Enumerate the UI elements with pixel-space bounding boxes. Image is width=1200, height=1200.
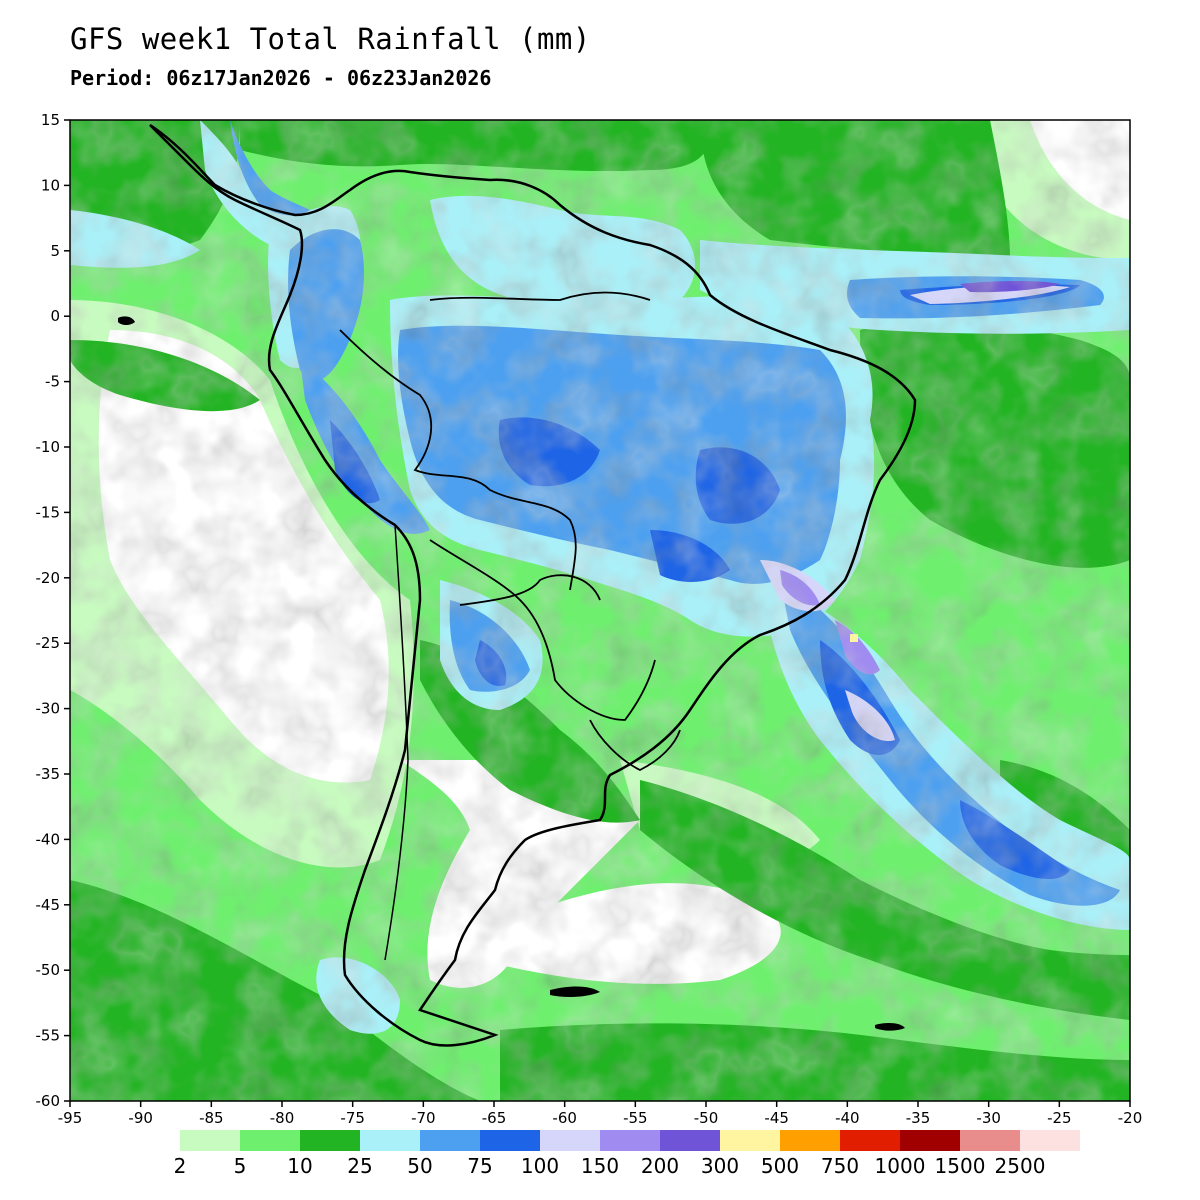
- lon-tick-label: -55: [623, 1109, 648, 1127]
- lat-tick-label: -35: [36, 765, 61, 783]
- colorbar-swatch: [660, 1130, 720, 1151]
- colorbar-swatch: [780, 1130, 840, 1151]
- lat-tick-label: -5: [45, 373, 60, 391]
- lon-tick-label: -60: [552, 1109, 577, 1127]
- colorbar-label: 10: [287, 1154, 312, 1178]
- lat-tick-label: 5: [50, 242, 60, 260]
- lon-tick-label: -95: [58, 1109, 83, 1127]
- colorbar-swatch: [960, 1130, 1020, 1151]
- colorbar-label: 1500: [935, 1154, 986, 1178]
- colorbar-swatch: [840, 1130, 900, 1151]
- lat-tick-label: -20: [36, 569, 61, 587]
- longitude-axis: -95 -90 -85 -80 -75 -70 -65 -60 -55 -50 -45 -40 -35 -…: [58, 1101, 1143, 1127]
- lon-tick-label: -80: [270, 1109, 295, 1127]
- colorbar-swatch: [360, 1130, 420, 1151]
- colorbar-swatch: [540, 1130, 600, 1151]
- lat-tick-label: -50: [36, 961, 61, 979]
- lon-tick-label: -30: [976, 1109, 1001, 1127]
- lon-tick-label: -75: [340, 1109, 365, 1127]
- colorbar-label: 200: [641, 1154, 679, 1178]
- colorbar-swatch: [1020, 1130, 1080, 1151]
- colorbar-swatch: [300, 1130, 360, 1151]
- lon-tick-label: -20: [1118, 1109, 1143, 1127]
- lat-tick-label: -10: [36, 438, 61, 456]
- colorbar-swatch: [480, 1130, 540, 1151]
- colorbar-label: 100: [521, 1154, 559, 1178]
- lon-tick-label: -35: [906, 1109, 931, 1127]
- map-title: GFS week1 Total Rainfall (mm): [70, 22, 591, 56]
- lat-tick-label: 0: [50, 307, 60, 325]
- lat-tick-label: -60: [36, 1092, 61, 1110]
- lat-tick-label: -55: [36, 1027, 61, 1045]
- colorbar-label: 2: [174, 1154, 187, 1178]
- map-period: Period: 06z17Jan2026 - 06z23Jan2026: [70, 66, 492, 90]
- colorbar-swatch: [240, 1130, 300, 1151]
- lat-tick-label: -25: [36, 634, 61, 652]
- colorbar-label: 1000: [875, 1154, 926, 1178]
- colorbar-swatch: [420, 1130, 480, 1151]
- colorbar-swatch: [180, 1130, 240, 1151]
- colorbar-label: 2500: [995, 1154, 1046, 1178]
- colorbar-label: 150: [581, 1154, 619, 1178]
- colorbar-label: 500: [761, 1154, 799, 1178]
- latitude-axis: 15 10 5 0 -5 -10 -15 -20 -25 -30 -35 -40 -45 -50 -55 -6…: [36, 111, 70, 1110]
- rainfall-field: [70, 120, 1130, 1101]
- lon-tick-label: -25: [1047, 1109, 1072, 1127]
- colorbar-swatch: [900, 1130, 960, 1151]
- map-frame: [69, 119, 1131, 1102]
- lon-tick-label: -40: [835, 1109, 860, 1127]
- lon-tick-label: -50: [694, 1109, 719, 1127]
- lat-tick-label: 15: [41, 111, 60, 129]
- lat-tick-label: -40: [36, 830, 61, 848]
- lat-tick-label: -45: [36, 896, 61, 914]
- colorbar-label: 25: [347, 1154, 372, 1178]
- colorbar-swatch: [720, 1130, 780, 1151]
- colorbar-swatch: [600, 1130, 660, 1151]
- colorbar-label: 750: [821, 1154, 859, 1178]
- lon-tick-label: -45: [764, 1109, 789, 1127]
- lon-tick-label: -90: [128, 1109, 153, 1127]
- lat-tick-label: -30: [36, 700, 61, 718]
- colorbar-label: 75: [467, 1154, 492, 1178]
- colorbar-label: 5: [234, 1154, 247, 1178]
- lat-tick-label: -15: [36, 503, 61, 521]
- lat-tick-label: 10: [41, 176, 60, 194]
- lon-tick-label: -70: [411, 1109, 436, 1127]
- colorbar: 2 5 10 25 50 75 100 150 200 300 500 750 1000 1500 2500: [174, 1130, 1080, 1178]
- colorbar-label: 50: [407, 1154, 432, 1178]
- lon-tick-label: -85: [199, 1109, 224, 1127]
- lon-tick-label: -65: [482, 1109, 507, 1127]
- colorbar-label: 300: [701, 1154, 739, 1178]
